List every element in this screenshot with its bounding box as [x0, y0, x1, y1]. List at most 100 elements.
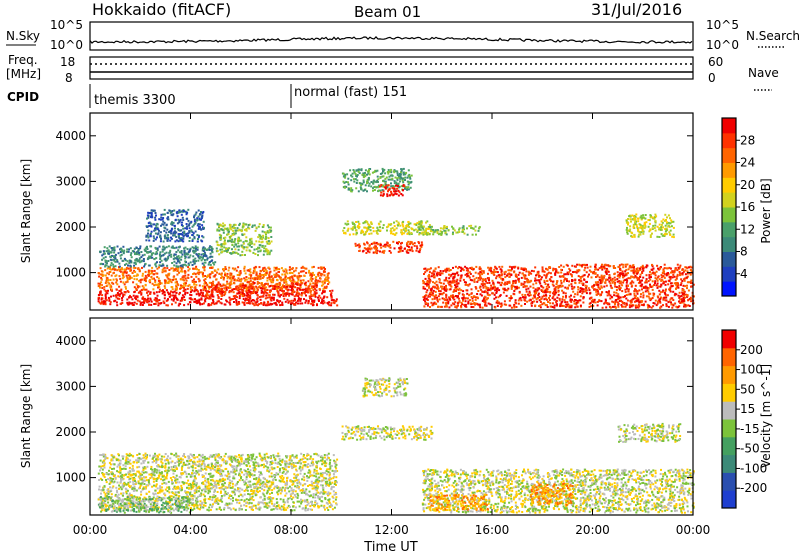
power-cell — [470, 296, 473, 298]
power-cell — [492, 273, 495, 276]
power-cell — [500, 270, 503, 273]
power-cell — [187, 266, 190, 269]
power-cell — [468, 276, 471, 279]
power-cell — [427, 295, 430, 298]
power-cell — [401, 223, 404, 226]
power-cell — [212, 280, 215, 283]
power-cell — [422, 287, 425, 290]
power-cell — [604, 301, 607, 304]
power-cell — [118, 289, 121, 292]
power-cell — [215, 278, 218, 281]
power-cell — [433, 286, 436, 289]
power-cell — [110, 288, 113, 291]
power-cell — [681, 301, 684, 304]
power-cell — [236, 274, 239, 276]
power-cell — [180, 278, 183, 281]
power-cell — [282, 292, 285, 295]
power-cell — [393, 221, 395, 224]
power-cell — [551, 297, 554, 300]
power-cell — [195, 260, 197, 263]
power-cell — [265, 248, 267, 251]
power-cell — [510, 295, 513, 298]
power-cell — [546, 298, 548, 301]
power-cell — [275, 285, 278, 288]
power-cell — [400, 168, 403, 171]
power-cell — [163, 213, 166, 216]
power-cell — [310, 293, 313, 296]
power-cell — [253, 287, 256, 290]
power-cell — [524, 299, 527, 302]
power-cell — [115, 288, 118, 291]
power-cell — [297, 282, 300, 285]
power-cell — [397, 182, 400, 185]
power-cell — [366, 250, 369, 253]
power-cell — [606, 264, 609, 267]
power-cell — [512, 281, 515, 284]
power-cell — [664, 280, 667, 283]
power-cell — [194, 298, 196, 301]
power-cell — [510, 269, 513, 272]
power-cell — [120, 248, 123, 251]
power-cell — [537, 272, 540, 275]
power-cell — [393, 247, 396, 250]
power-cell — [363, 189, 366, 191]
power-cell — [379, 226, 381, 229]
power-cell — [130, 302, 133, 305]
power-cell — [402, 167, 405, 170]
power-cell — [350, 190, 353, 193]
power-cell — [414, 228, 417, 231]
power-cell — [178, 293, 181, 296]
power-cell — [323, 295, 326, 298]
power-cell — [448, 269, 451, 272]
power-cell — [200, 271, 203, 274]
power-cell — [434, 296, 437, 299]
power-cell — [311, 271, 314, 274]
power-cell — [204, 247, 206, 250]
power-cell — [150, 300, 153, 303]
power-cell — [368, 251, 371, 254]
power-cell — [125, 266, 128, 269]
power-cell — [377, 184, 380, 187]
power-cell — [104, 261, 107, 264]
power-cell — [344, 176, 347, 179]
power-cell — [228, 289, 231, 292]
power-cell — [252, 251, 255, 254]
power-cell — [156, 261, 158, 264]
power-cell — [644, 290, 647, 293]
power-cell — [478, 266, 481, 269]
power-cell — [532, 294, 535, 297]
power-cell — [231, 248, 233, 251]
power-cell — [397, 224, 399, 227]
power-cell — [125, 287, 127, 290]
power-cell — [656, 264, 659, 267]
power-cell — [456, 278, 459, 281]
power-cell — [654, 280, 657, 283]
power-cell — [260, 241, 263, 244]
power-cell — [370, 181, 373, 183]
power-cell — [112, 265, 115, 268]
power-cell — [199, 303, 202, 306]
power-cell — [352, 233, 355, 236]
power-cell — [183, 286, 185, 289]
power-cell — [309, 278, 312, 281]
power-cell — [118, 265, 121, 268]
power-cell — [266, 231, 269, 234]
power-cell — [168, 295, 171, 298]
power-region-6 — [342, 220, 431, 236]
power-cell — [131, 250, 134, 252]
power-cell — [144, 288, 147, 291]
power-cell — [282, 295, 285, 297]
power-cell — [108, 271, 111, 273]
power-cell — [287, 301, 290, 304]
power-cell — [382, 251, 385, 254]
power-cell — [237, 302, 240, 305]
power-cell — [422, 279, 425, 282]
power-cell — [479, 293, 482, 296]
power-cell — [397, 194, 400, 197]
power-cell — [101, 300, 104, 303]
power-cell — [154, 212, 157, 214]
power-cell — [145, 288, 148, 291]
power-cell — [586, 266, 589, 269]
power-cell — [180, 221, 183, 224]
power-cell — [118, 275, 121, 278]
